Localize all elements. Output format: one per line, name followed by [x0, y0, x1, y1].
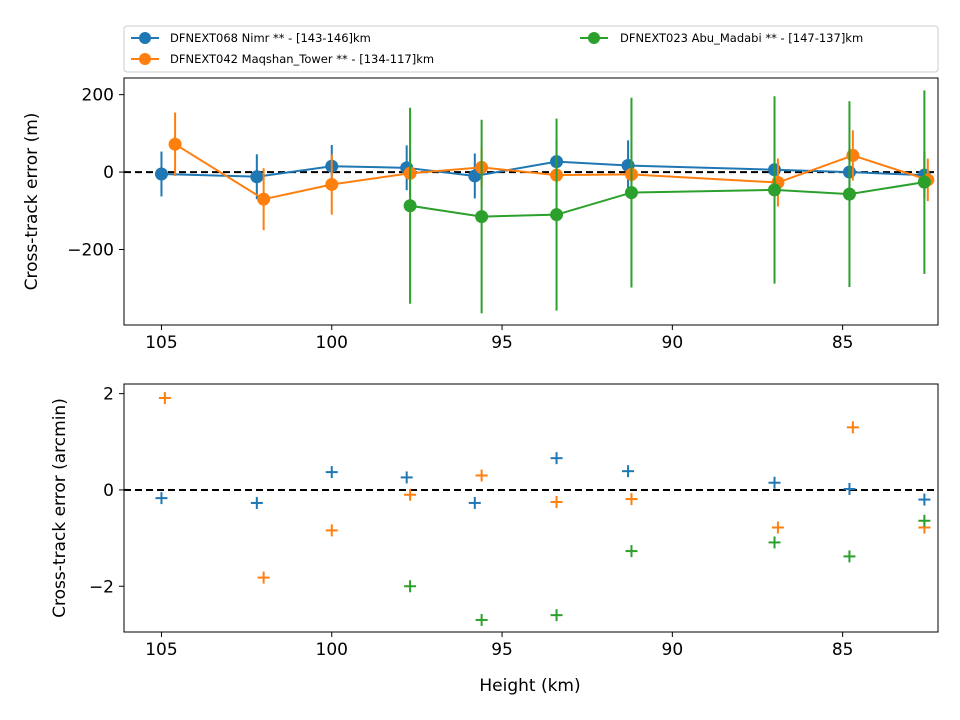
- bottom-xtick-label: 100: [316, 640, 348, 660]
- top-point-abu-madabi: [403, 199, 417, 213]
- legend: DFNEXT068 Nimr ** - [143-146]km DFNEXT04…: [123, 25, 939, 73]
- top-point-maqshan-tower: [846, 148, 860, 162]
- bottom-plus-marker-abu-madabi: [404, 580, 417, 593]
- top-xtick-label: 90: [662, 333, 684, 353]
- top-point-nimr: [250, 170, 264, 184]
- top-point-abu-madabi: [475, 210, 489, 224]
- bottom-xtick-label: 90: [662, 640, 684, 660]
- bottom-ytick-label: 0: [103, 481, 114, 501]
- top-xtick-label: 100: [316, 333, 348, 353]
- top-plot-area: [124, 78, 938, 325]
- top-ytick-label: −200: [67, 241, 114, 261]
- bottom-plus-marker-nimr: [155, 492, 168, 505]
- bottom-plot-marks: [124, 391, 938, 626]
- top-point-abu-madabi: [624, 186, 638, 200]
- bottom-plus-marker-maqshan-tower: [625, 493, 638, 506]
- top-plot-ticks: 105 100 95 90 85 200 0 −200: [67, 86, 853, 353]
- top-plot-ylabel: Cross-track error (m): [22, 113, 42, 291]
- bottom-plot-ticks: 105 100 95 90 85 2 0 −2: [89, 385, 854, 660]
- top-point-nimr: [154, 167, 168, 181]
- legend-marker-abu-madabi: [588, 32, 600, 44]
- bottom-plus-marker-abu-madabi: [475, 613, 488, 626]
- legend-entry-maqshan-tower: DFNEXT042 Maqshan_Tower ** - [134-117]km: [131, 52, 434, 66]
- legend-label-nimr: DFNEXT068 Nimr ** - [143-146]km: [170, 31, 371, 45]
- bottom-plus-marker-nimr: [918, 493, 931, 506]
- bottom-plus-marker-maqshan-tower: [771, 521, 784, 534]
- top-point-abu-madabi: [917, 175, 931, 189]
- bottom-plot-xlabel: Height (km): [479, 676, 580, 696]
- bottom-plus-marker-nimr: [550, 452, 563, 465]
- bottom-plus-marker-nimr: [768, 476, 781, 489]
- bottom-plus-marker-abu-madabi: [625, 545, 638, 558]
- bottom-plus-marker-nimr: [325, 466, 338, 479]
- top-xtick-label: 105: [145, 333, 177, 353]
- top-plot-marks: [124, 90, 938, 314]
- top-point-maqshan-tower: [168, 137, 182, 151]
- bottom-plus-marker-maqshan-tower: [325, 524, 338, 537]
- bottom-plus-marker-nimr: [250, 496, 263, 509]
- top-point-abu-madabi: [550, 208, 564, 222]
- top-plot-cross-track-meters: 105 100 95 90 85 200 0 −200 Cross-track error (…: [22, 77, 939, 353]
- bottom-plus-marker-abu-madabi: [768, 536, 781, 549]
- bottom-xtick-label: 85: [832, 640, 854, 660]
- top-series-line-maqshan-tower: [174, 143, 929, 201]
- bottom-plot-cross-track-arcmin: 105 100 95 90 85 2 0 −2 Cross-track error (arcm…: [50, 383, 939, 696]
- bottom-plus-marker-abu-madabi: [918, 514, 931, 527]
- bottom-xtick-label: 95: [491, 640, 513, 660]
- bottom-plus-marker-nimr: [622, 465, 635, 478]
- top-ytick-label: 200: [82, 86, 114, 106]
- legend-entry-abu-madabi: DFNEXT023 Abu_Madabi ** - [147-137]km: [580, 31, 863, 45]
- bottom-plus-marker-maqshan-tower: [475, 469, 488, 482]
- legend-marker-maqshan-tower: [139, 53, 151, 65]
- bottom-plus-marker-nimr: [468, 496, 481, 509]
- bottom-plus-marker-maqshan-tower: [550, 495, 563, 508]
- top-point-maqshan-tower: [257, 192, 271, 206]
- legend-marker-nimr: [139, 32, 151, 44]
- legend-label-maqshan-tower: DFNEXT042 Maqshan_Tower ** - [134-117]km: [170, 52, 434, 66]
- bottom-ytick-label: 2: [103, 385, 114, 405]
- bottom-xtick-label: 105: [145, 640, 177, 660]
- top-plot-frame: [123, 77, 939, 326]
- bottom-plus-marker-nimr: [400, 471, 413, 484]
- top-xtick-label: 95: [491, 333, 513, 353]
- top-point-abu-madabi: [768, 183, 782, 197]
- bottom-ytick-label: −2: [89, 577, 114, 597]
- top-xtick-label: 85: [832, 333, 854, 353]
- bottom-plot-ylabel: Cross-track error (arcmin): [50, 398, 70, 618]
- bottom-plus-marker-maqshan-tower: [846, 421, 859, 434]
- bottom-plus-marker-maqshan-tower: [158, 391, 171, 404]
- bottom-plus-marker-maqshan-tower: [257, 571, 270, 584]
- legend-entry-nimr: DFNEXT068 Nimr ** - [143-146]km: [131, 31, 371, 45]
- top-point-abu-madabi: [842, 187, 856, 201]
- bottom-plot-frame: [123, 383, 939, 633]
- bottom-plot-area: [124, 384, 938, 632]
- legend-label-abu-madabi: DFNEXT023 Abu_Madabi ** - [147-137]km: [620, 31, 863, 45]
- top-ytick-label: 0: [103, 163, 114, 183]
- bottom-plus-marker-maqshan-tower: [404, 488, 417, 501]
- bottom-plus-marker-abu-madabi: [550, 609, 563, 622]
- legend-frame: [123, 25, 939, 73]
- top-point-maqshan-tower: [325, 177, 339, 191]
- bottom-plus-marker-abu-madabi: [843, 550, 856, 563]
- bottom-plus-marker-nimr: [843, 482, 856, 495]
